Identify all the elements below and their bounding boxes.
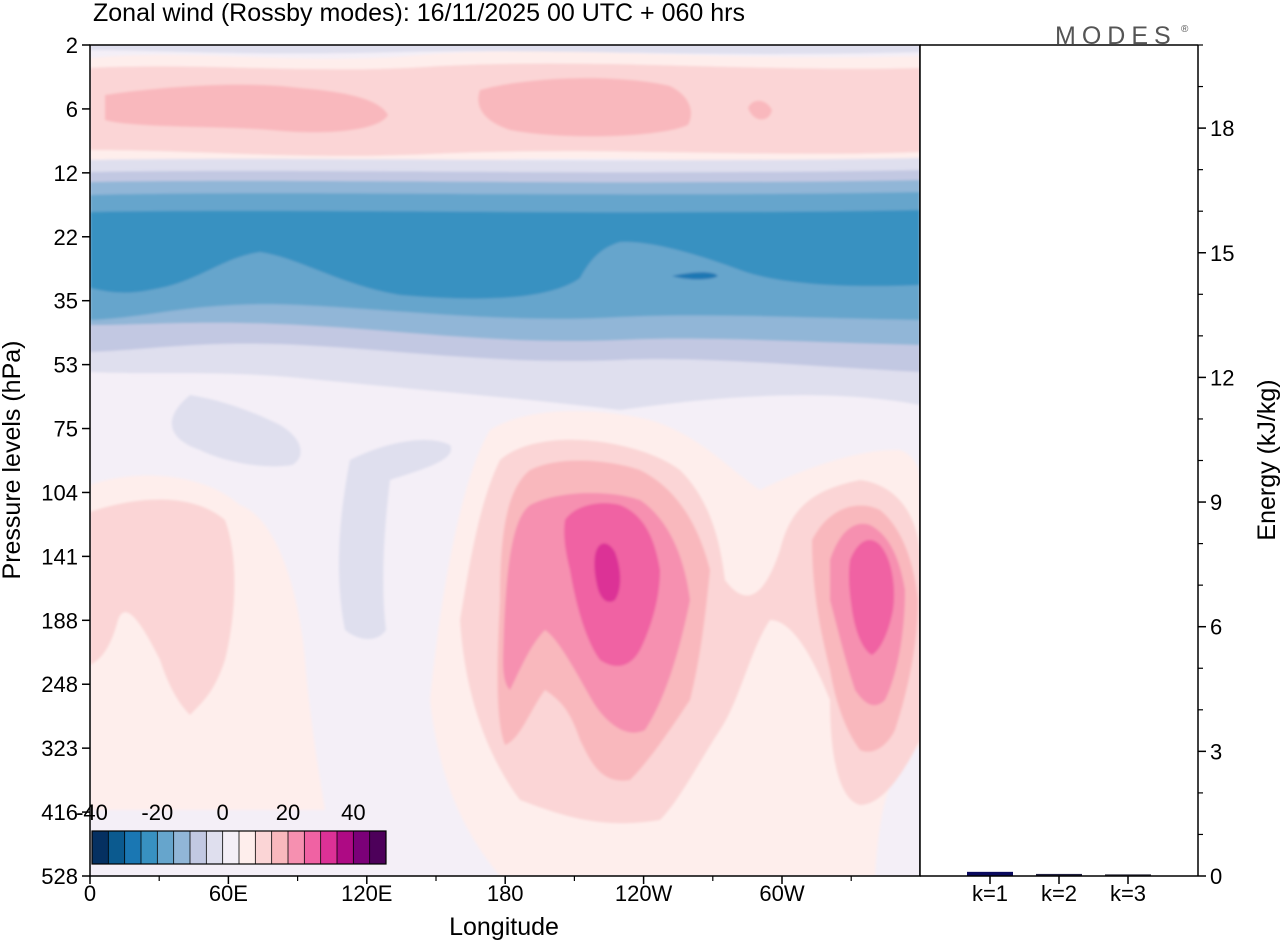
energy-y-tick-label: 15	[1210, 241, 1234, 266]
energy-bar	[967, 871, 1013, 876]
contour-axes: 0 60E 120E 180 120W 60W Longitude 2 6 12 22 35 53 75 1…	[0, 33, 852, 941]
y-tick-label: 12	[54, 161, 78, 186]
y-tick-label: 323	[41, 736, 78, 761]
y-tick-label: 104	[41, 480, 78, 505]
energy-plot: 0 3 6 9 12 15 18 Energy (kJ/kg) k=1 k=2 k=3	[919, 44, 1280, 906]
colorbar-swatch	[206, 831, 223, 864]
energy-x-tick-label: k=1	[972, 881, 1008, 906]
y-axis-label: Pressure levels (hPa)	[0, 341, 26, 580]
x-axis-label: Longitude	[449, 913, 559, 941]
y-tick-label: 141	[41, 544, 78, 569]
colorbar-swatch	[173, 831, 191, 864]
colorbar-label: 0	[217, 800, 229, 825]
colorbar-swatch	[190, 831, 207, 864]
y-tick-label: 53	[54, 353, 78, 378]
colorbar: -40 -20 0 20 40	[76, 800, 387, 865]
colorbar-swatch	[157, 831, 174, 864]
colorbar-label: 40	[341, 800, 365, 825]
y-tick-label: 528	[41, 864, 78, 889]
colorbar-swatch	[304, 831, 321, 864]
contour-plot: 0 60E 120E 180 120W 60W Longitude 2 6 12 22 35 53 75 1…	[0, 33, 921, 941]
y-tick-label: 6	[66, 97, 78, 122]
colorbar-swatch	[239, 831, 256, 864]
energy-axes: 0 3 6 9 12 15 18 Energy (kJ/kg) k=1 k=2 k=3	[972, 44, 1280, 906]
energy-y-tick-label: 3	[1210, 739, 1222, 764]
colorbar-swatch	[92, 831, 109, 864]
colorbar-swatch	[108, 831, 125, 864]
x-tick-label: 0	[84, 881, 96, 906]
colorbar-label: 20	[276, 800, 300, 825]
colorbar-swatch	[337, 831, 354, 864]
y-tick-label: 75	[54, 417, 78, 442]
y-tick-label: 248	[41, 672, 78, 697]
colorbar-label: -20	[141, 800, 173, 825]
x-tick-label: 120W	[615, 881, 673, 906]
y-tick-label: 416	[41, 800, 78, 825]
colorbar-swatch	[288, 831, 305, 864]
energy-y-tick-label: 9	[1210, 490, 1222, 515]
colorbar-swatch	[369, 831, 387, 864]
x-tick-label: 180	[487, 881, 524, 906]
modes-logo-mark: ®	[1181, 24, 1189, 35]
colorbar-swatch	[255, 831, 272, 864]
y-tick-label: 188	[41, 608, 78, 633]
colorbar-swatch	[353, 831, 370, 864]
colorbar-swatch	[124, 831, 142, 864]
y-tick-label: 2	[66, 33, 78, 58]
energy-background	[920, 45, 1198, 876]
x-tick-label: 60E	[209, 881, 248, 906]
energy-bar	[1105, 874, 1151, 876]
x-tick-label: 60W	[759, 881, 804, 906]
chart-title: Zonal wind (Rossby modes): 16/11/2025 00…	[93, 0, 745, 27]
colorbar-frame	[91, 830, 387, 865]
colorbar-swatch	[320, 831, 338, 864]
contour-fields	[90, 45, 920, 876]
energy-x-tick-label: k=2	[1041, 881, 1077, 906]
energy-axis-label: Energy (kJ/kg)	[1253, 379, 1280, 540]
x-tick-label: 120E	[341, 881, 392, 906]
y-tick-label: 22	[54, 225, 78, 250]
energy-y-tick-label: 18	[1210, 116, 1234, 141]
colorbar-swatch	[141, 831, 158, 864]
colorbar-label: -40	[76, 800, 108, 825]
colorbar-swatch	[271, 831, 289, 864]
energy-y-tick-label: 6	[1210, 615, 1222, 640]
colorbar-swatch	[222, 831, 240, 864]
energy-bar	[1036, 873, 1082, 876]
energy-y-tick-label: 12	[1210, 365, 1234, 390]
energy-y-tick-label: 0	[1210, 864, 1222, 889]
energy-x-tick-label: k=3	[1110, 881, 1146, 906]
y-tick-label: 35	[54, 289, 78, 314]
